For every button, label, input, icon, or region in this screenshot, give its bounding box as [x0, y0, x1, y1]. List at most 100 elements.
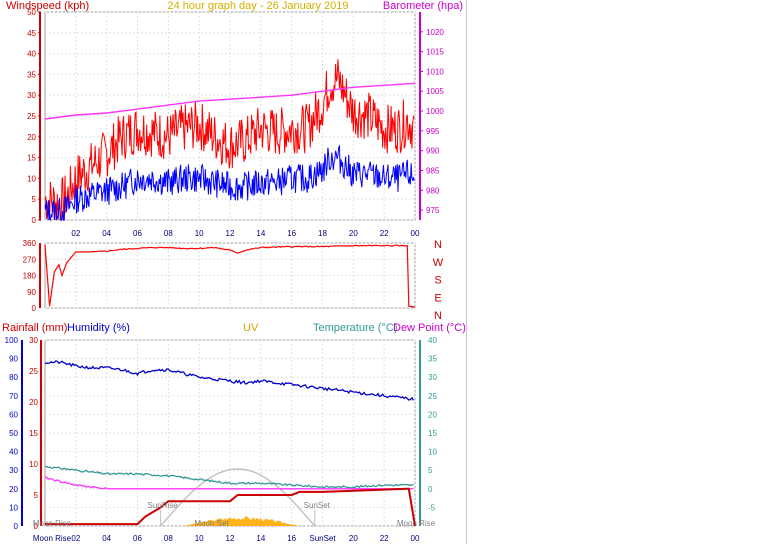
temperature-tick-label: 40 [428, 336, 437, 345]
humidity-tick-label: 80 [9, 373, 18, 382]
rainfall-line [45, 487, 416, 527]
wind-x-tick-label: 18 [318, 229, 327, 238]
compass-label: N [434, 239, 442, 251]
compass-label: S [434, 275, 441, 287]
humidity-tick-label: 10 [9, 503, 18, 512]
rainfall-tick-label: 10 [29, 460, 38, 469]
windspeed-tick-label: 40 [27, 50, 36, 59]
wind-x-tick-label: 16 [287, 229, 296, 238]
temperature-tick-label: 10 [428, 448, 437, 457]
wind-x-tick-label: 10 [195, 229, 204, 238]
rainfall-tick-label: 15 [29, 429, 38, 438]
temp-x-tick-label: 10 [195, 534, 204, 543]
temperature-axis-title: Temperature (°C) [313, 322, 397, 334]
temperature-tick-label: 25 [428, 392, 437, 401]
barometer-tick-label: 1000 [426, 107, 444, 116]
barometer-tick-label: 1005 [426, 87, 444, 96]
wind-average-line [44, 144, 415, 222]
compass-label: N [434, 310, 442, 322]
temp-x-tick-label: 16 [287, 534, 296, 543]
weather-charts: 0510152025303540455097598098599099510001… [2, 0, 466, 543]
humidity-tick-label: 20 [9, 485, 18, 494]
dewpoint-line [44, 476, 414, 490]
temp-x-tick-label: Moon Rise [33, 534, 72, 543]
barometer-tick-label: 995 [426, 127, 440, 136]
moon-set-annotation: Moon Set [194, 519, 229, 528]
direction-tick-label: 360 [23, 239, 37, 248]
rainfall-tick-label: 30 [29, 336, 38, 345]
windspeed-tick-label: 30 [27, 91, 36, 100]
direction-tick-label: 0 [32, 304, 37, 313]
humidity-axis-title: Humidity (%) [67, 322, 130, 334]
barometer-line [44, 82, 416, 120]
direction-tick-label: 270 [23, 255, 37, 264]
rainfall-tick-label: 5 [34, 491, 39, 500]
windspeed-tick-label: 50 [27, 8, 36, 17]
wind-x-tick-label: 12 [226, 229, 235, 238]
barometer-tick-label: 1020 [426, 28, 444, 37]
temp-x-tick-label: 08 [164, 534, 173, 543]
humidity-tick-label: 60 [9, 410, 18, 419]
chart-title: 24 hour graph day - 26 January 2019 [167, 0, 348, 12]
uv-index-area [183, 516, 300, 526]
rainfall-axis-title: Rainfall (mm) [2, 322, 67, 334]
wind-x-tick-label: 00 [411, 229, 420, 238]
weather-graph-panel: 0 5 10 15 20 25 30 35 40 45 50 975 980 985 990 995 1000 1… [0, 0, 467, 544]
barometer-tick-label: 985 [426, 166, 440, 175]
barometer-tick-label: 1010 [426, 67, 444, 76]
humidity-tick-label: 30 [9, 466, 18, 475]
wind-direction-line [44, 244, 416, 308]
wind-x-tick-label: 14 [256, 229, 265, 238]
moon-rise-annotation-end: Moon Rise [397, 519, 436, 528]
rainfall-tick-label: 20 [29, 398, 38, 407]
windspeed-tick-label: 25 [27, 112, 36, 121]
temperature-tick-label: 20 [428, 410, 437, 419]
temp-x-tick-label: 00 [411, 534, 420, 543]
rainfall-tick-label: 25 [29, 367, 38, 376]
windspeed-tick-label: 0 [32, 216, 37, 225]
wind-x-tick-label: 06 [133, 229, 142, 238]
sunset-annotation: SunSet [304, 501, 331, 510]
wind-x-tick-label: 08 [164, 229, 173, 238]
temperature-tick-label: -5 [428, 503, 436, 512]
temperature-line [44, 465, 414, 489]
temp-x-tick-label: 14 [256, 534, 265, 543]
compass-label: W [433, 257, 444, 269]
direction-tick-label: 90 [27, 288, 36, 297]
temperature-tick-label: 15 [428, 429, 437, 438]
temperature-tick-label: 5 [428, 466, 433, 475]
temp-x-tick-label: 20 [349, 534, 358, 543]
temperature-tick-label: 0 [428, 485, 433, 494]
direction-tick-label: 180 [23, 272, 37, 281]
temperature-tick-label: 30 [428, 373, 437, 382]
temp-x-tick-label: 22 [380, 534, 389, 543]
sun-elevation-curve [160, 468, 316, 527]
temp-x-tick-label: 04 [102, 534, 111, 543]
uv-axis-title: UV [243, 322, 259, 334]
barometer-tick-label: 1015 [426, 48, 444, 57]
barometer-tick-label: 975 [426, 206, 440, 215]
humidity-tick-label: 0 [14, 522, 19, 531]
humidity-tick-label: 90 [9, 355, 18, 364]
windspeed-tick-label: 35 [27, 70, 36, 79]
moon-rise-annotation: Moon Rise [33, 519, 72, 528]
windspeed-tick-label: 15 [27, 154, 36, 163]
humidity-tick-label: 40 [9, 448, 18, 457]
wind-x-tick-label: 20 [349, 229, 358, 238]
wind-x-tick-label: 22 [380, 229, 389, 238]
temp-x-tick-label: 02 [71, 534, 80, 543]
compass-label: E [434, 292, 441, 304]
temp-x-tick-label: 06 [133, 534, 142, 543]
barometer-axis-title: Barometer (hpa) [383, 0, 463, 12]
rainfall-tick-label: 0 [34, 522, 39, 531]
humidity-tick-label: 100 [5, 336, 19, 345]
windspeed-tick-label: 20 [27, 133, 36, 142]
windspeed-tick-label: 5 [32, 195, 37, 204]
temperature-tick-label: 35 [428, 355, 437, 364]
temp-x-tick-label: SunSet [309, 534, 336, 543]
humidity-tick-label: 70 [9, 392, 18, 401]
humidity-tick-label: 50 [9, 429, 18, 438]
windspeed-tick-label: 45 [27, 29, 36, 38]
sunrise-annotation: SunRise [148, 501, 179, 510]
barometer-tick-label: 980 [426, 186, 440, 195]
